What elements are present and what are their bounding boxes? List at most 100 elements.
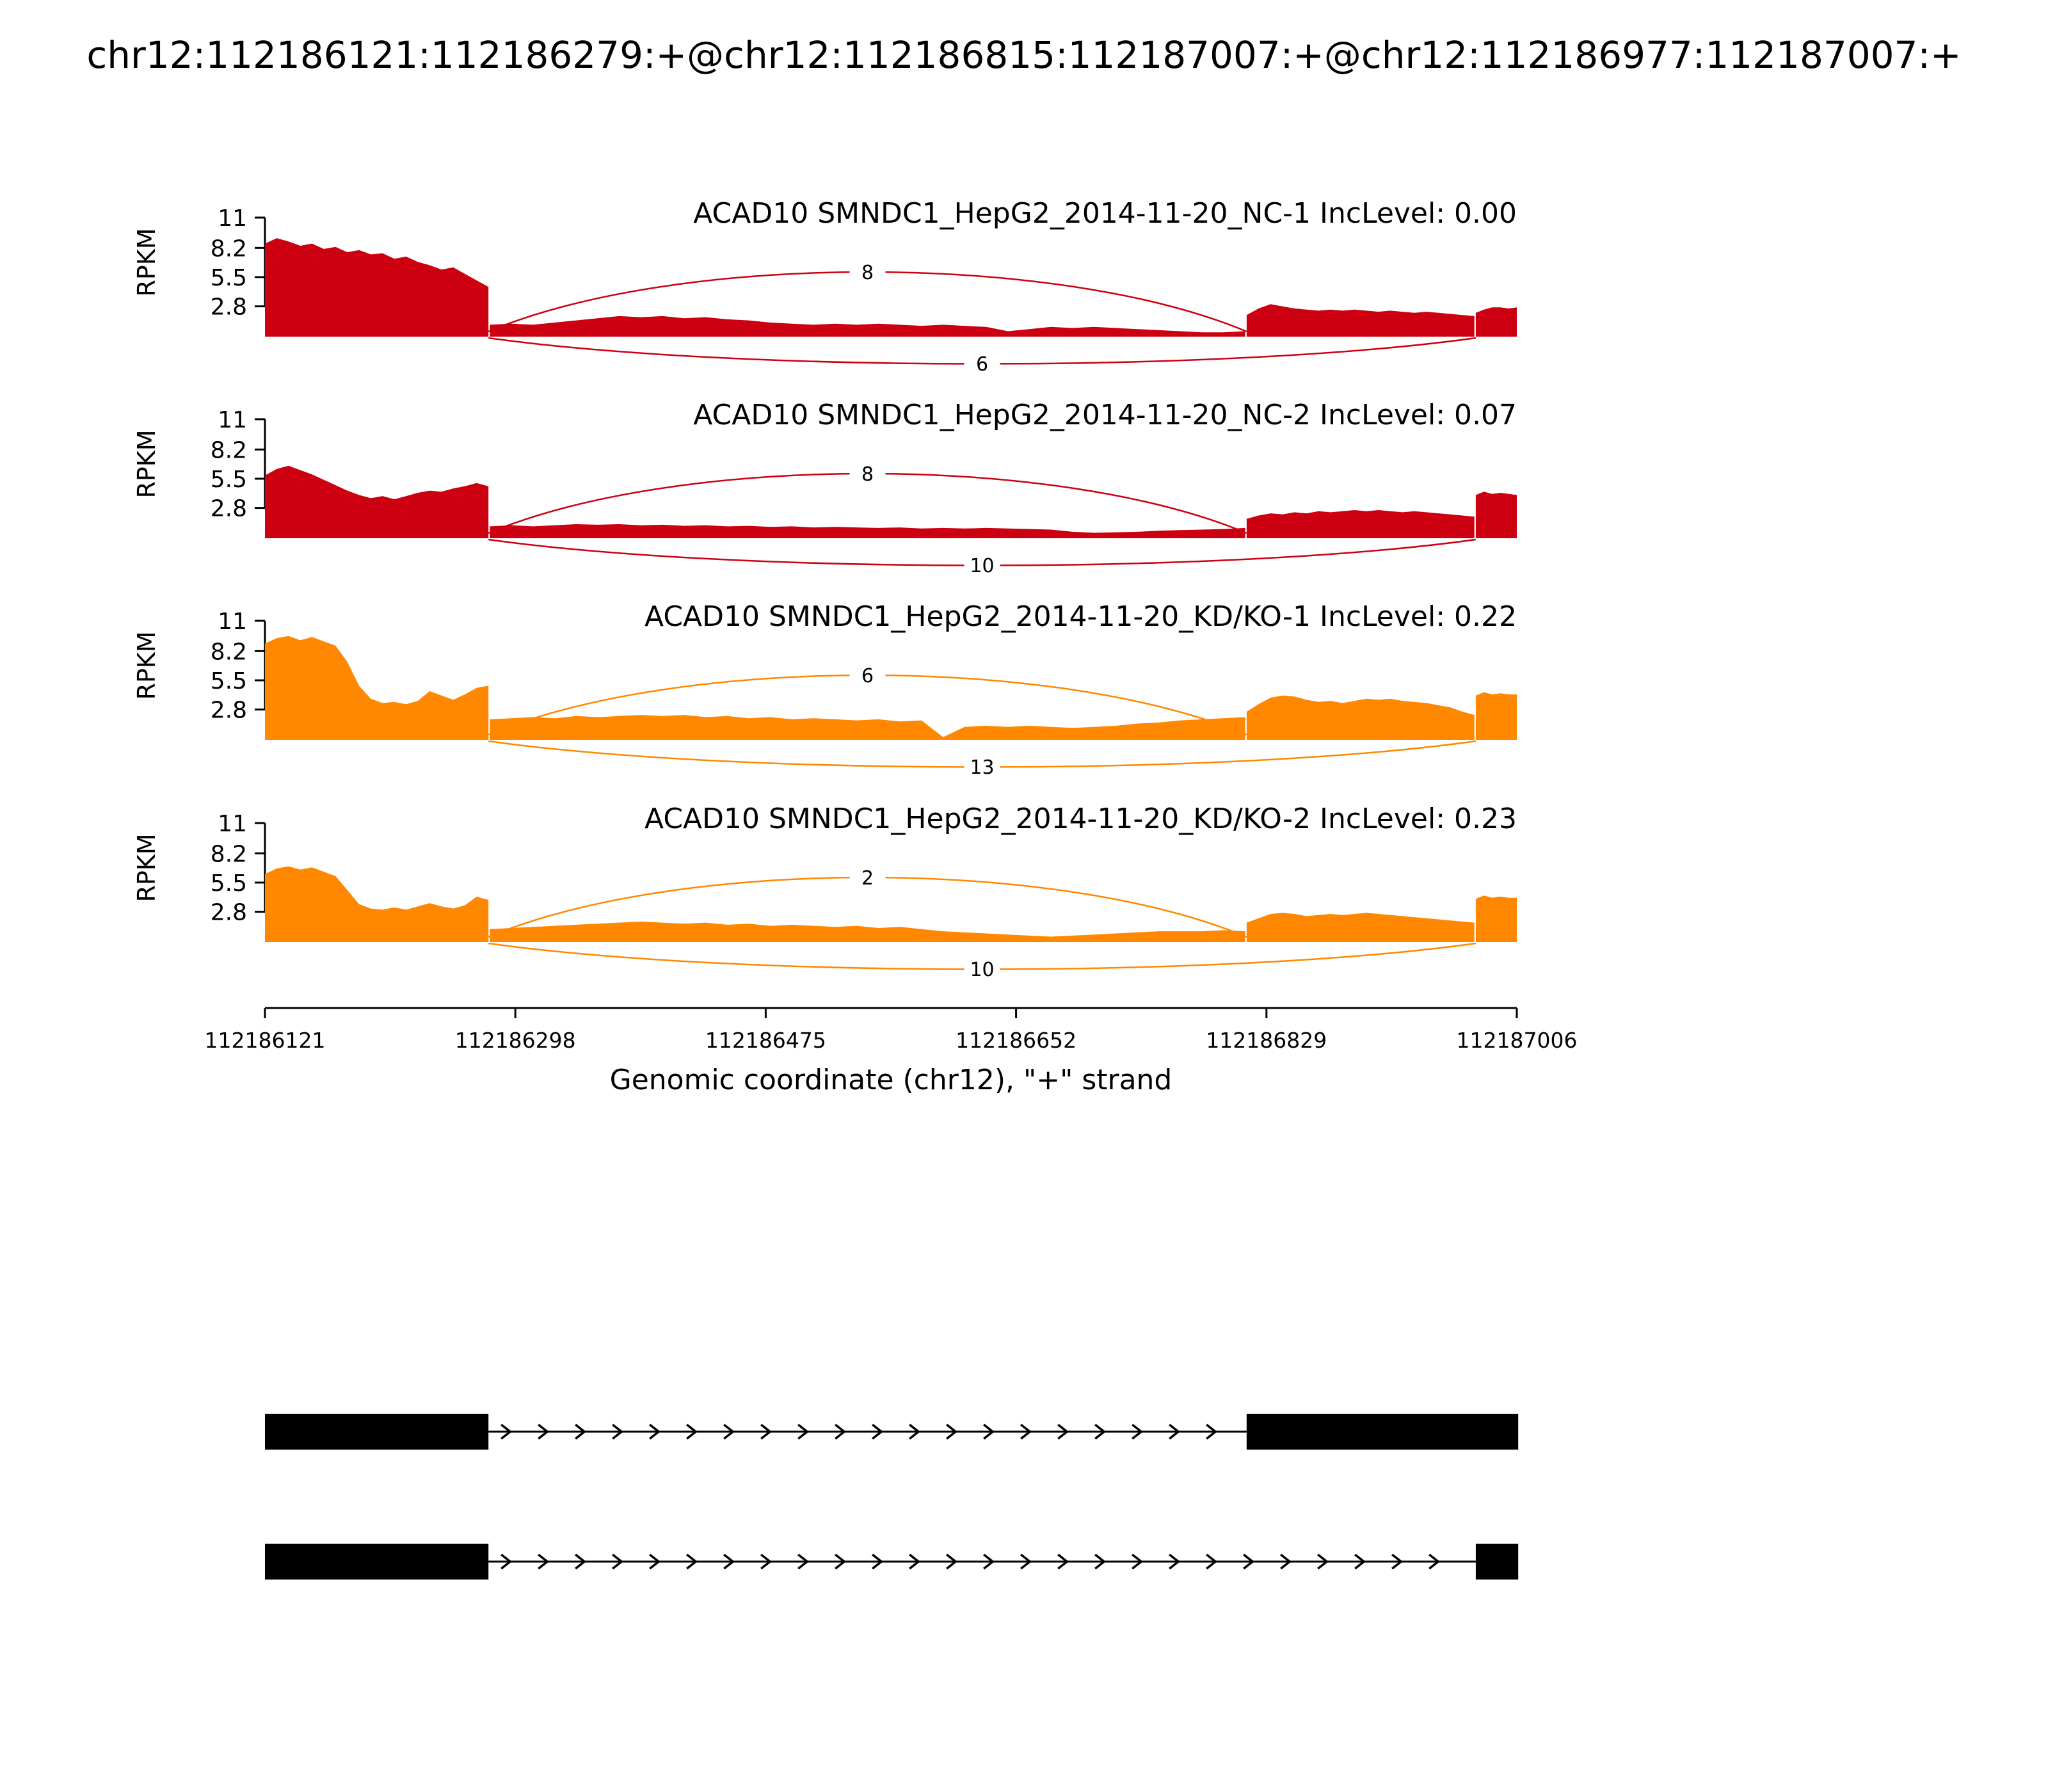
junction-count-background — [849, 461, 886, 486]
intron-direction-arrow — [500, 1553, 513, 1570]
x-axis-tick-label: 112187006 — [1457, 1028, 1578, 1053]
coverage-area — [490, 316, 1245, 337]
junction-count-label: 6 — [861, 665, 874, 687]
y-axis-tick-label: 8.2 — [211, 236, 247, 262]
x-axis-tick-label: 112186652 — [956, 1028, 1076, 1053]
coverage-area — [1475, 307, 1517, 337]
y-axis-tick-label: 2.8 — [211, 496, 247, 522]
coverage-area — [1246, 304, 1475, 337]
junction-count-background — [849, 865, 886, 890]
junction-count-label: 8 — [861, 262, 874, 284]
junction-count-label: 2 — [861, 867, 874, 890]
y-axis-tick-label: 11 — [218, 205, 247, 232]
y-axis-title: RPKM — [132, 631, 161, 700]
transcript — [265, 1414, 1519, 1450]
coverage-area — [265, 238, 489, 337]
coverage-area — [1475, 895, 1517, 942]
x-axis-label: Genomic coordinate (chr12), "+" strand — [609, 1064, 1172, 1096]
transcript-exon — [265, 1414, 489, 1450]
y-axis-tick-label: 11 — [218, 407, 247, 433]
x-axis-tick-label: 112186121 — [205, 1028, 326, 1053]
intron-direction-arrow — [1169, 1553, 1181, 1570]
intron-direction-arrow — [1206, 1553, 1218, 1570]
intron-direction-arrow — [760, 1553, 772, 1570]
intron-direction-arrow — [612, 1423, 624, 1440]
intron-direction-arrow — [872, 1553, 884, 1570]
intron-direction-arrow — [1169, 1423, 1181, 1440]
intron-direction-arrow — [1132, 1553, 1144, 1570]
y-axis-tick-label: 8.2 — [211, 437, 247, 463]
intron-direction-arrow — [872, 1423, 884, 1440]
intron-direction-arrow — [797, 1423, 810, 1440]
intron-direction-arrow — [835, 1553, 847, 1570]
junction-count-label: 13 — [970, 756, 994, 779]
intron-direction-arrow — [1057, 1423, 1069, 1440]
intron-direction-arrow — [835, 1423, 847, 1440]
intron-direction-arrow — [686, 1423, 698, 1440]
intron-direction-arrow — [1094, 1423, 1107, 1440]
y-axis-tick-label: 5.5 — [211, 467, 247, 493]
intron-direction-arrow — [946, 1553, 958, 1570]
y-axis-tick-label: 5.5 — [211, 870, 247, 897]
transcript — [265, 1544, 1519, 1580]
intron-direction-arrow — [1391, 1553, 1404, 1570]
intron-direction-arrow — [649, 1553, 661, 1570]
junction-count-background — [964, 755, 1000, 779]
coverage-area — [490, 524, 1245, 538]
coverage-area — [265, 866, 489, 942]
coverage-area — [1475, 692, 1517, 740]
intron-direction-arrow — [612, 1553, 624, 1570]
y-axis-title: RPKM — [132, 228, 161, 296]
intron-direction-arrow — [723, 1423, 735, 1440]
junction-count-background — [964, 351, 1000, 376]
intron-direction-arrow — [575, 1553, 587, 1570]
intron-direction-arrow — [1354, 1553, 1366, 1570]
coverage-area — [1475, 492, 1517, 538]
track-title: ACAD10 SMNDC1_HepG2_2014-11-20_KD/KO-1 I… — [644, 600, 1517, 633]
x-axis-tick-label: 112186475 — [705, 1028, 826, 1053]
intron-direction-arrow — [909, 1553, 921, 1570]
junction-count-label: 10 — [970, 555, 994, 577]
intron-direction-arrow — [797, 1553, 810, 1570]
sashimi-track: 11 8.2 5.5 2.8 RPKM ACAD10 SMNDC1_HepG2_2014-… — [132, 197, 1517, 376]
intron-direction-arrow — [1020, 1553, 1032, 1570]
intron-direction-arrow — [1317, 1553, 1329, 1570]
intron-direction-arrow — [649, 1423, 661, 1440]
transcript-exon — [1475, 1544, 1519, 1580]
intron-direction-arrow — [983, 1423, 995, 1440]
y-axis-title: RPKM — [132, 833, 161, 902]
y-axis-tick-label: 2.8 — [211, 698, 247, 724]
intron-direction-arrow — [686, 1553, 698, 1570]
intron-direction-arrow — [983, 1553, 995, 1570]
x-axis-tick-label: 112186298 — [455, 1028, 576, 1053]
intron-direction-arrow — [575, 1423, 587, 1440]
y-axis-tick-label: 8.2 — [211, 639, 247, 665]
track-title: ACAD10 SMNDC1_HepG2_2014-11-20_NC-2 IncL… — [693, 399, 1517, 431]
junction-count-background — [849, 260, 886, 284]
transcript-exon — [265, 1544, 489, 1580]
sashimi-track: 11 8.2 5.5 2.8 RPKM ACAD10 SMNDC1_HepG2_2014-… — [132, 600, 1517, 779]
y-axis-tick-label: 8.2 — [211, 841, 247, 867]
y-axis-tick-label: 5.5 — [211, 265, 247, 291]
intron-direction-arrow — [760, 1423, 772, 1440]
intron-direction-arrow — [1206, 1423, 1218, 1440]
coverage-area — [490, 921, 1245, 942]
intron-direction-arrow — [538, 1423, 550, 1440]
intron-direction-arrow — [1057, 1553, 1069, 1570]
y-axis-tick-label: 2.8 — [211, 900, 247, 926]
y-axis-tick-label: 2.8 — [211, 294, 247, 321]
y-axis-title: RPKM — [132, 429, 161, 498]
track-title: ACAD10 SMNDC1_HepG2_2014-11-20_KD/KO-2 I… — [644, 803, 1517, 835]
intron-direction-arrow — [1280, 1553, 1292, 1570]
junction-count-background — [849, 663, 886, 687]
transcript-exon — [1246, 1414, 1519, 1450]
coverage-area — [1246, 913, 1475, 942]
track-title: ACAD10 SMNDC1_HepG2_2014-11-20_NC-1 IncL… — [693, 197, 1517, 230]
intron-direction-arrow — [500, 1423, 513, 1440]
y-axis-tick-label: 11 — [218, 811, 247, 837]
intron-direction-arrow — [1243, 1553, 1255, 1570]
junction-count-label: 8 — [861, 463, 874, 486]
coverage-area — [1246, 510, 1475, 538]
